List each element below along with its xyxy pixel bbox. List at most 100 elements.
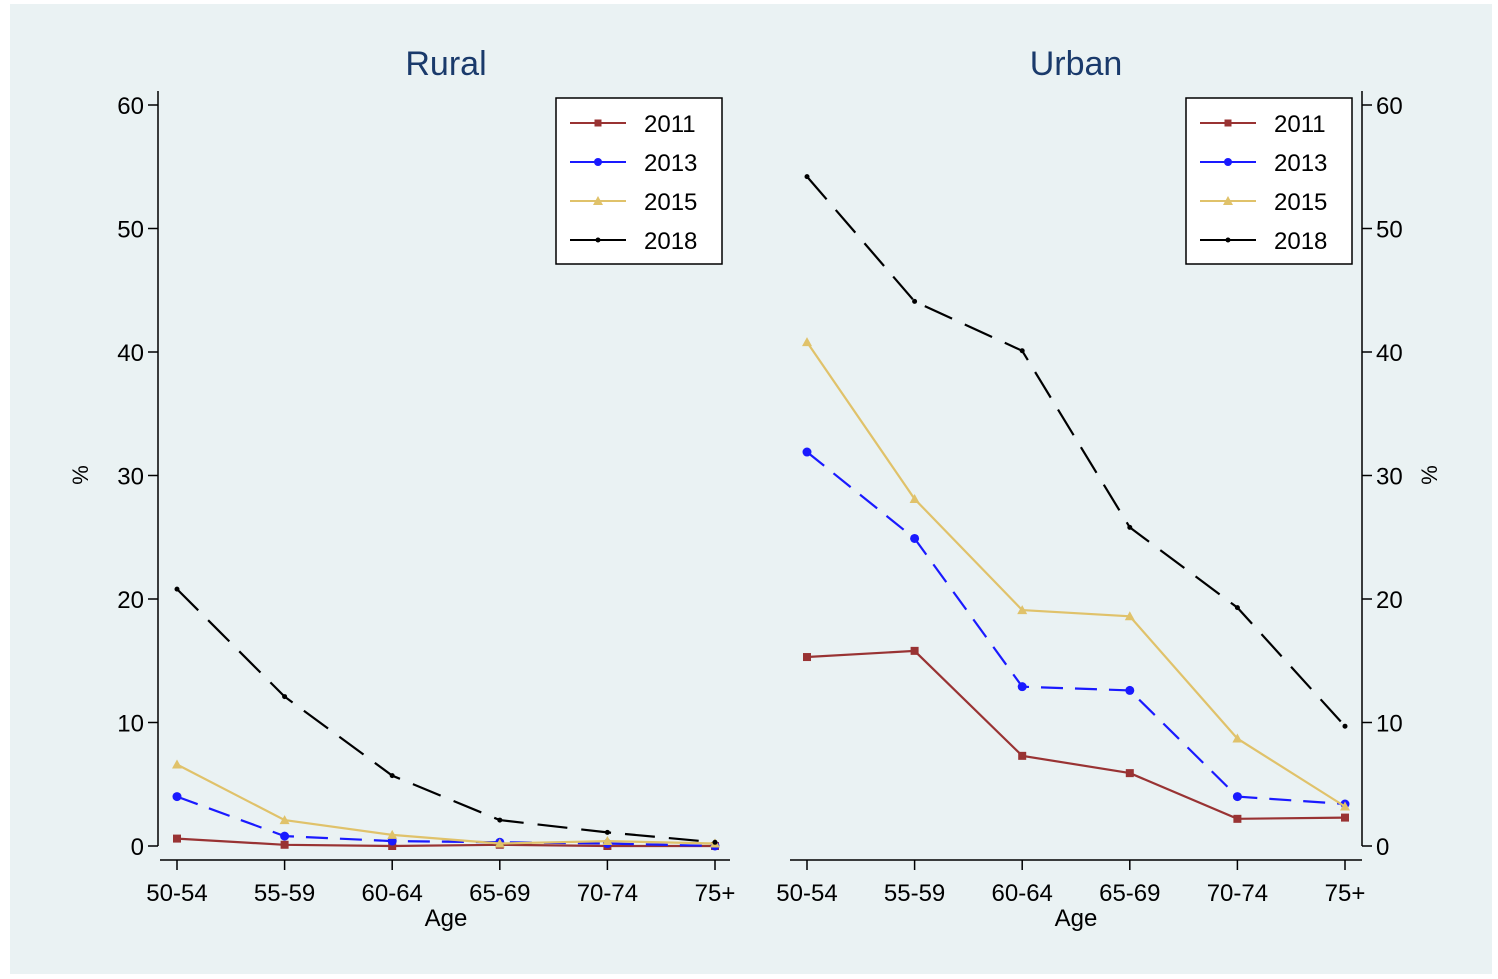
- data-point-2015: [1124, 611, 1135, 621]
- data-point-2013: [280, 831, 290, 841]
- data-point-2018: [604, 829, 610, 835]
- chart-canvas: Rural 0 10 20 30 40 50 60% 50-54 55-59 60-64 65-69 7…: [68, 45, 1442, 932]
- data-point-2015: [802, 337, 812, 347]
- data-point-2018: [1127, 524, 1133, 530]
- data-point-2013: [1017, 682, 1027, 692]
- data-point-2018: [1019, 348, 1025, 354]
- data-point-2011: [1233, 814, 1242, 823]
- y-tick-label: 0: [131, 834, 144, 861]
- y-tick-label: 10: [1376, 711, 1403, 738]
- data-point-2013: [1232, 792, 1242, 802]
- data-point-2015: [172, 759, 182, 769]
- data-point-2015: [1232, 733, 1243, 743]
- legend-label: 2013: [644, 150, 697, 177]
- data-point-2018: [1342, 723, 1348, 729]
- legend-label: 2011: [1274, 111, 1326, 138]
- x-tick-label: 60-64: [362, 880, 423, 907]
- data-point-2015: [494, 838, 505, 848]
- data-point-2015: [602, 836, 613, 846]
- legend-marker: [594, 119, 602, 127]
- y-tick-label: 50: [1376, 217, 1403, 244]
- y-tick-label: 40: [1376, 340, 1403, 367]
- data-point-2018: [912, 298, 918, 304]
- series-line-2013: [176, 795, 716, 848]
- legend-label: 2013: [1274, 150, 1327, 177]
- y-tick-label: 60: [1376, 93, 1403, 120]
- x-tick-label: 55-59: [254, 880, 315, 907]
- legend-box: [555, 97, 723, 265]
- data-point-2013: [802, 447, 812, 457]
- legend: 2011 2013 2015 2018: [1185, 97, 1353, 265]
- y-tick-label: 20: [117, 587, 144, 614]
- series-line-2018: [806, 175, 1346, 727]
- legend-label: 2018: [1274, 228, 1327, 255]
- y-tick-label: 10: [117, 711, 144, 738]
- data-point-2013: [172, 792, 182, 802]
- data-point-2018: [497, 817, 503, 823]
- y-tick-label: 40: [117, 340, 144, 367]
- legend-label: 2018: [644, 228, 697, 255]
- y-tick-label: 0: [1376, 834, 1389, 861]
- data-point-2011: [388, 842, 397, 850]
- x-tick-label: 60-64: [992, 880, 1053, 907]
- data-point-2018: [1234, 605, 1240, 611]
- panel-title: Urban: [1030, 45, 1123, 83]
- x-tick-label: 70-74: [1207, 880, 1268, 907]
- data-point-2015: [279, 815, 290, 825]
- x-tick-label: 75+: [695, 880, 736, 907]
- x-tick-label: 75+: [1325, 880, 1366, 907]
- legend-marker: [593, 196, 603, 205]
- data-point-2011: [280, 840, 289, 849]
- data-point-2011: [1341, 813, 1349, 822]
- y-tick-label: 60: [117, 93, 144, 120]
- series-line-2011: [806, 649, 1346, 820]
- rural-panel: Rural 0 10 20 30 40 50 60% 50-54 55-59 60-64 65-69 7…: [68, 45, 735, 932]
- y-axis-label: %: [1417, 465, 1442, 485]
- data-point-2015: [909, 493, 920, 503]
- data-point-2011: [910, 646, 919, 655]
- x-axis-label: Age: [1055, 905, 1098, 932]
- series-line-2015: [806, 341, 1346, 808]
- y-tick-label: 50: [117, 217, 144, 244]
- legend-marker: [1224, 119, 1232, 127]
- legend: 2011 2013 2015 2018: [555, 97, 723, 265]
- data-point-2018: [712, 839, 718, 845]
- legend-box: [1185, 97, 1353, 265]
- legend-marker: [1223, 196, 1233, 205]
- series-line-2015: [176, 763, 716, 845]
- data-point-2013: [1125, 685, 1135, 695]
- data-point-2011: [173, 834, 181, 843]
- data-point-2018: [389, 773, 395, 779]
- y-axis-label: %: [68, 465, 93, 485]
- legend-marker: [1224, 158, 1232, 166]
- urban-panel: Urban 0 10 20 30 40 50 60% 50-54 55-59 60-64 65-69 7…: [776, 45, 1442, 932]
- series-line-2011: [176, 837, 715, 848]
- x-tick-label: 55-59: [884, 880, 945, 907]
- y-tick-label: 20: [1376, 587, 1403, 614]
- data-point-2018: [804, 174, 810, 180]
- data-point-2018: [174, 586, 180, 592]
- data-point-2011: [1018, 751, 1027, 760]
- panel-title: Rural: [405, 45, 486, 83]
- data-point-2011: [803, 653, 811, 662]
- data-point-2013: [910, 533, 920, 543]
- data-point-2015: [1017, 605, 1028, 615]
- y-tick-label: 30: [117, 464, 144, 491]
- legend-label: 2011: [644, 111, 696, 138]
- legend-marker: [1225, 237, 1231, 243]
- data-point-2018: [282, 694, 288, 700]
- x-tick-label: 50-54: [146, 880, 207, 907]
- x-tick-label: 50-54: [776, 880, 837, 907]
- data-point-2015: [1340, 801, 1350, 811]
- x-tick-label: 65-69: [469, 880, 530, 907]
- x-tick-label: 70-74: [577, 880, 638, 907]
- legend-marker: [595, 237, 601, 243]
- series-line-2013: [806, 451, 1346, 806]
- x-axis-label: Age: [425, 905, 468, 932]
- series-line-2018: [176, 588, 716, 844]
- legend-label: 2015: [1274, 189, 1327, 216]
- data-point-2011: [1125, 769, 1134, 778]
- legend-marker: [594, 158, 602, 166]
- y-tick-label: 30: [1376, 464, 1403, 491]
- data-point-2015: [387, 829, 398, 839]
